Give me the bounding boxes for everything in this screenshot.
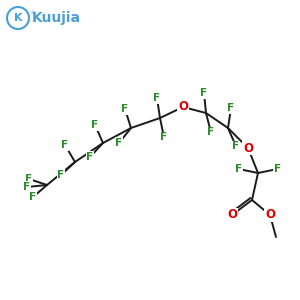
Text: F: F <box>122 104 129 114</box>
Text: O: O <box>178 100 188 113</box>
Text: Kuujia: Kuujia <box>32 11 81 25</box>
Text: F: F <box>153 93 161 103</box>
Text: F: F <box>235 164 242 174</box>
Text: F: F <box>86 152 94 162</box>
Text: O: O <box>243 142 253 154</box>
Text: F: F <box>92 120 99 130</box>
Text: F: F <box>26 174 33 184</box>
Text: F: F <box>23 182 31 192</box>
Text: F: F <box>200 88 208 98</box>
Text: O: O <box>265 208 275 221</box>
Text: F: F <box>116 138 123 148</box>
Text: ®: ® <box>29 11 34 16</box>
Text: F: F <box>61 140 69 150</box>
Text: F: F <box>232 141 240 152</box>
Text: F: F <box>207 128 214 137</box>
Text: K: K <box>14 13 22 23</box>
Text: F: F <box>160 132 168 142</box>
Text: O: O <box>227 208 237 221</box>
Text: F: F <box>57 170 64 180</box>
Text: F: F <box>227 103 235 113</box>
Text: F: F <box>29 192 37 202</box>
Text: F: F <box>274 164 281 174</box>
